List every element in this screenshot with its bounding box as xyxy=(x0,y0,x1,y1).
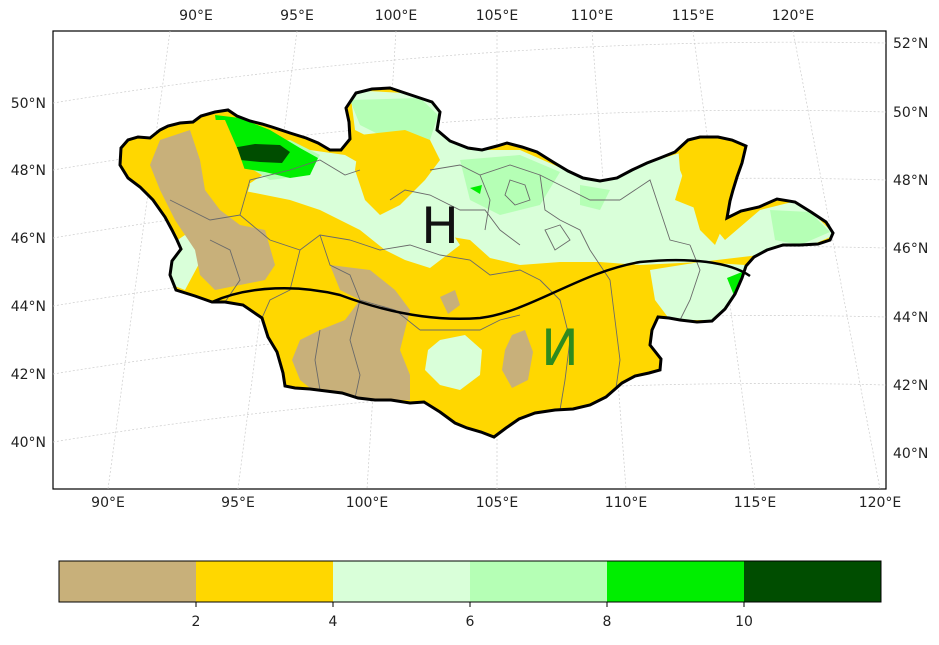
left-lat-label: 42°N xyxy=(11,367,46,383)
right-lat-label: 44°N xyxy=(893,310,928,326)
bottom-lon-label: 95°E xyxy=(221,495,255,511)
bottom-lon-label: 120°E xyxy=(859,495,902,511)
region-label-north: Н xyxy=(421,197,459,255)
top-lon-label: 90°E xyxy=(179,8,213,24)
colorbar-swatch xyxy=(470,561,607,602)
province-borders xyxy=(169,159,701,411)
bottom-lon-label: 90°E xyxy=(91,495,125,511)
top-lon-labels: 90°E 95°E 100°E 105°E 110°E 115°E 120°E xyxy=(179,8,814,24)
left-lat-label: 44°N xyxy=(11,299,46,315)
colorbar: 2 4 6 8 10 xyxy=(58,560,882,630)
left-lat-label: 48°N xyxy=(11,163,46,179)
colorbar-swatch xyxy=(59,561,196,602)
bottom-lon-labels: 90°E 95°E 100°E 105°E 110°E 115°E 120°E xyxy=(91,495,901,511)
top-lon-label: 120°E xyxy=(772,8,815,24)
mongolia-outline xyxy=(118,86,835,439)
right-lat-label: 52°N xyxy=(893,36,928,52)
right-lat-label: 42°N xyxy=(893,378,928,394)
colorbar-tick-label: 4 xyxy=(329,614,338,630)
colorbar-tick-label: 8 xyxy=(603,614,612,630)
right-lat-label: 46°N xyxy=(893,241,928,257)
bottom-lon-label: 105°E xyxy=(476,495,519,511)
top-lon-label: 100°E xyxy=(375,8,418,24)
top-lon-label: 95°E xyxy=(280,8,314,24)
left-lat-labels: 50°N 48°N 46°N 44°N 42°N 40°N xyxy=(11,96,46,451)
top-lon-label: 105°E xyxy=(476,8,519,24)
right-lat-labels: 52°N 50°N 48°N 46°N 44°N 42°N 40°N xyxy=(893,36,928,462)
colorbar-tick-label: 6 xyxy=(466,614,475,630)
left-lat-label: 50°N xyxy=(11,96,46,112)
colorbar-swatch xyxy=(196,561,333,602)
colorbar-swatch xyxy=(744,561,881,602)
top-lon-label: 110°E xyxy=(571,8,614,24)
right-lat-label: 50°N xyxy=(893,105,928,121)
right-lat-label: 48°N xyxy=(893,173,928,189)
bottom-lon-label: 115°E xyxy=(734,495,777,511)
colorbar-tick-label: 10 xyxy=(735,614,753,630)
region-label-south: И xyxy=(541,319,578,377)
colorbar-tick-label: 2 xyxy=(192,614,201,630)
bottom-lon-label: 110°E xyxy=(605,495,648,511)
left-lat-label: 40°N xyxy=(11,435,46,451)
right-lat-label: 40°N xyxy=(893,446,928,462)
bottom-lon-label: 100°E xyxy=(346,495,389,511)
left-lat-label: 46°N xyxy=(11,231,46,247)
colorbar-swatch xyxy=(333,561,470,602)
top-lon-label: 115°E xyxy=(672,8,715,24)
colorbar-swatch xyxy=(607,561,744,602)
region-divider-line xyxy=(211,258,751,321)
